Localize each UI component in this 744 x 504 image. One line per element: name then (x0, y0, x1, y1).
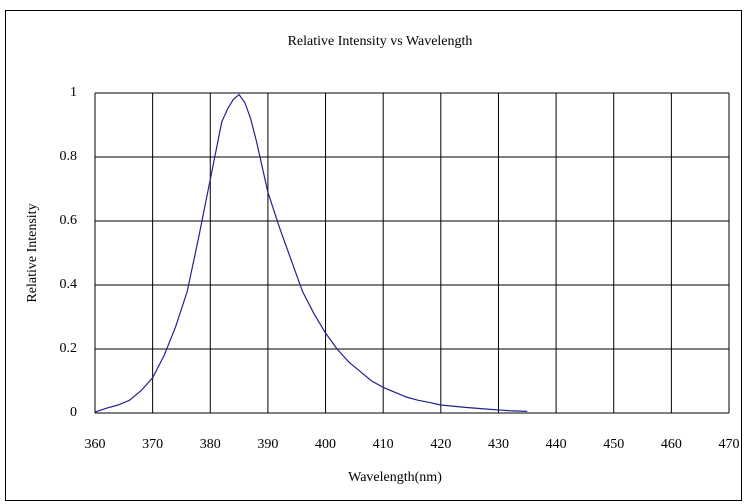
x-tick-label: 410 (373, 437, 394, 452)
x-tick-label: 440 (546, 437, 567, 452)
x-tick-label: 360 (85, 437, 106, 452)
chart-title: Relative Intensity vs Wavelength (288, 34, 473, 49)
x-tick-label: 430 (488, 437, 509, 452)
x-tick-label: 390 (257, 437, 278, 452)
chart-frame (5, 10, 742, 501)
x-tick-label: 400 (315, 437, 336, 452)
x-tick-label: 370 (142, 437, 163, 452)
y-tick-label: 0.8 (60, 149, 78, 164)
y-tick-label: 0.4 (60, 277, 78, 292)
x-tick-label: 420 (430, 437, 451, 452)
x-axis-label: Wavelength(nm) (348, 470, 442, 485)
x-tick-label: 460 (661, 437, 682, 452)
y-tick-label: 0 (70, 405, 77, 420)
line-series (94, 93, 528, 413)
x-tick-label: 470 (719, 437, 740, 452)
y-tick-label: 1 (70, 85, 77, 100)
y-axis-label: Relative Intensity (25, 203, 40, 302)
x-tick-label: 380 (200, 437, 221, 452)
x-tick-label: 450 (603, 437, 624, 452)
y-tick-label: 0.2 (60, 341, 78, 356)
y-tick-label: 0.6 (60, 213, 78, 228)
